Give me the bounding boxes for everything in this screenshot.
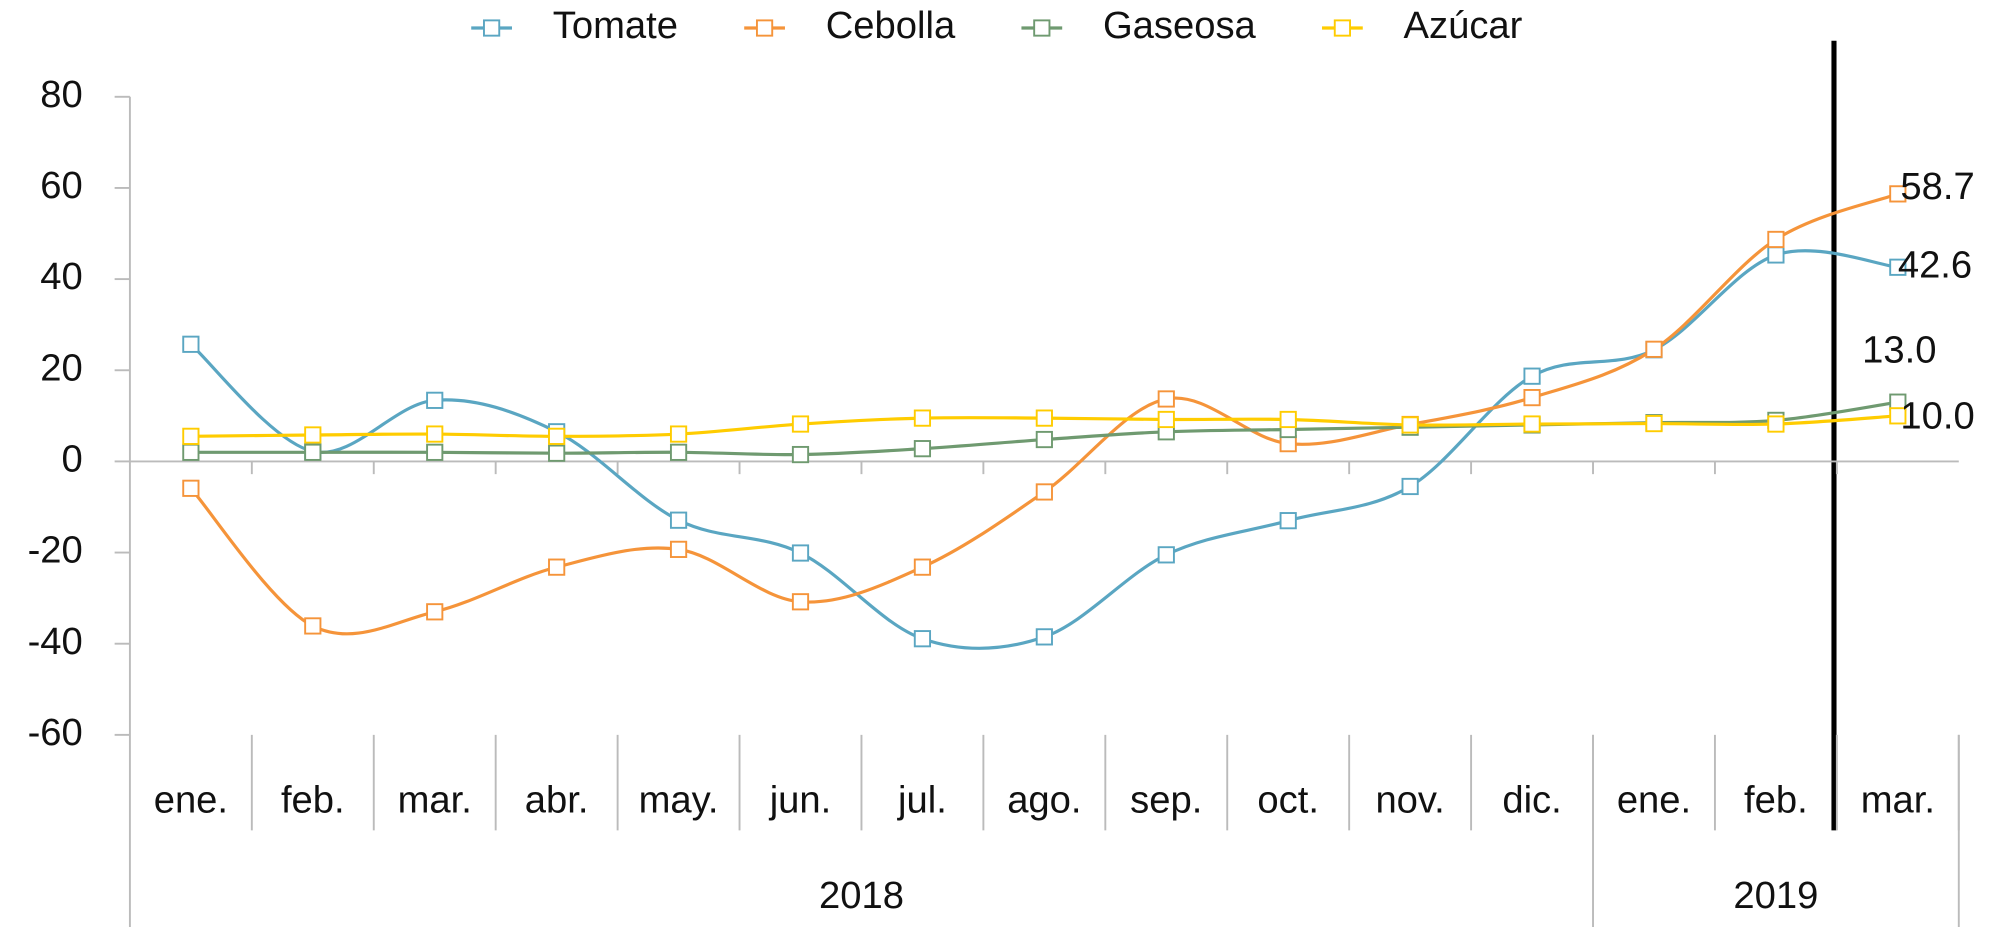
point-marker bbox=[791, 445, 810, 464]
series-line bbox=[189, 249, 1899, 650]
x-tick-label: mar. bbox=[1861, 778, 1935, 821]
group-label: 2018 bbox=[819, 874, 904, 917]
point-marker bbox=[1889, 407, 1907, 425]
legend-marker bbox=[1033, 19, 1051, 37]
point-marker bbox=[1279, 410, 1297, 429]
point-marker bbox=[548, 444, 566, 462]
x-tick-label: may. bbox=[639, 778, 719, 821]
y-tick-label: 60 bbox=[40, 164, 82, 207]
data-label: 42.6 bbox=[1898, 243, 1972, 286]
x-tick-label: feb. bbox=[1744, 778, 1808, 821]
x-tick-label: jun. bbox=[769, 778, 832, 821]
point-marker bbox=[1401, 477, 1419, 496]
x-tick-label: sep. bbox=[1130, 778, 1202, 821]
point-marker bbox=[1523, 415, 1541, 433]
legend-label: Azúcar bbox=[1404, 4, 1523, 47]
y-tick-label: 0 bbox=[62, 438, 83, 481]
point-marker bbox=[913, 409, 932, 427]
point-marker bbox=[1035, 628, 1053, 646]
point-marker bbox=[548, 427, 566, 445]
y-tick-label: 80 bbox=[40, 73, 82, 116]
point-marker bbox=[426, 425, 444, 443]
x-tick-label: ago. bbox=[1007, 778, 1081, 821]
point-marker bbox=[791, 415, 810, 433]
x-tick-label: mar. bbox=[398, 778, 472, 821]
point-marker bbox=[426, 391, 444, 409]
point-marker bbox=[1401, 416, 1419, 434]
point-marker bbox=[913, 558, 932, 576]
point-marker bbox=[182, 479, 200, 497]
x-tick-label: oct. bbox=[1257, 778, 1319, 821]
point-marker bbox=[182, 335, 200, 353]
point-marker bbox=[548, 558, 566, 576]
point-marker bbox=[1035, 430, 1053, 449]
legend-marker bbox=[755, 19, 774, 37]
data-label: 58.7 bbox=[1900, 165, 1974, 208]
point-marker bbox=[426, 603, 444, 621]
point-marker bbox=[669, 511, 688, 529]
point-marker bbox=[669, 443, 688, 461]
point-marker bbox=[1157, 546, 1175, 564]
x-tick-label: ene. bbox=[154, 778, 228, 821]
x-tick-label: jul. bbox=[897, 778, 947, 821]
y-tick-label: -60 bbox=[28, 711, 83, 754]
point-marker bbox=[791, 544, 810, 562]
point-marker bbox=[1767, 230, 1785, 249]
plot: -60 -40 -20 0 20 40 60 80 ene. feb. mar. abr. may. ju… bbox=[28, 4, 1975, 927]
legend-label: Gaseosa bbox=[1103, 4, 1257, 47]
y-tick-label: -20 bbox=[28, 529, 83, 572]
point-marker bbox=[913, 630, 932, 648]
point-marker bbox=[304, 443, 322, 461]
point-marker bbox=[791, 593, 810, 611]
x-tick-label: nov. bbox=[1375, 778, 1444, 821]
legend-label: Cebolla bbox=[826, 4, 956, 47]
point-marker bbox=[1523, 367, 1541, 385]
y-tick-label: 40 bbox=[40, 255, 82, 298]
group-label: 2019 bbox=[1733, 874, 1818, 917]
point-marker bbox=[1035, 409, 1053, 427]
x-tick-label: feb. bbox=[281, 778, 345, 821]
point-marker bbox=[1767, 415, 1785, 433]
point-marker bbox=[913, 440, 932, 458]
point-marker bbox=[1279, 512, 1297, 530]
data-label: 13.0 bbox=[1862, 329, 1936, 372]
x-tick-label: abr. bbox=[525, 778, 589, 821]
y-tick-label: 20 bbox=[40, 346, 82, 389]
legend-label: Tomate bbox=[553, 4, 678, 47]
point-marker bbox=[1645, 414, 1663, 433]
x-tick-label: ene. bbox=[1617, 778, 1691, 821]
point-marker bbox=[1157, 390, 1175, 408]
point-marker bbox=[1889, 185, 1907, 203]
legend-marker bbox=[483, 19, 501, 37]
legend-marker bbox=[1333, 19, 1351, 37]
point-marker bbox=[1279, 435, 1297, 453]
data-label: 10.0 bbox=[1900, 394, 1974, 437]
point-marker bbox=[1035, 483, 1053, 501]
point-marker bbox=[669, 540, 688, 558]
point-marker bbox=[1645, 340, 1663, 358]
point-marker bbox=[669, 425, 688, 443]
point-marker bbox=[1157, 410, 1175, 429]
point-marker bbox=[1523, 389, 1541, 407]
point-marker bbox=[1889, 258, 1907, 276]
point-marker bbox=[1767, 246, 1785, 264]
point-marker bbox=[426, 443, 444, 461]
y-tick-label: -40 bbox=[28, 620, 83, 663]
point-marker bbox=[182, 427, 200, 445]
point-marker bbox=[182, 443, 200, 461]
x-tick-label: dic. bbox=[1502, 778, 1561, 821]
point-marker bbox=[304, 617, 322, 635]
point-marker bbox=[304, 426, 322, 444]
